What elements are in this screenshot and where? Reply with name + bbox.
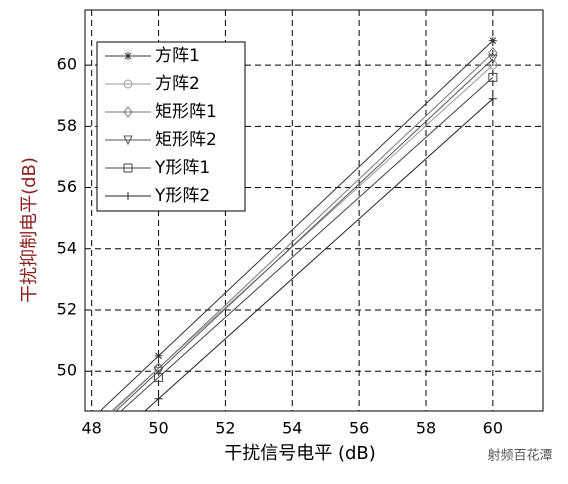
legend-label: 方阵1: [155, 46, 200, 66]
marker: [488, 36, 497, 45]
x-tick-label: 50: [148, 419, 168, 438]
x-axis-label: 干扰信号电平 (dB): [224, 443, 376, 464]
y-tick-label: 52: [57, 299, 77, 318]
y-tick-label: 58: [57, 116, 77, 135]
marker: [154, 351, 163, 360]
marker: [88, 455, 96, 463]
legend-label: 矩形阵2: [155, 130, 217, 150]
series-line: [120, 76, 494, 411]
marker: [124, 52, 132, 60]
legend-box: [96, 41, 246, 212]
legend-label: 方阵2: [155, 74, 200, 94]
marker: [123, 106, 133, 118]
marker: [488, 60, 498, 70]
x-tick-label: 58: [416, 419, 436, 438]
marker: [488, 47, 498, 59]
marker: [123, 163, 133, 173]
marker: [123, 135, 133, 146]
legend-label: 矩形阵1: [155, 102, 217, 122]
x-tick-label: 54: [282, 419, 302, 438]
y-axis-label: 干扰抑制电平(dB): [19, 157, 40, 303]
series-line: [115, 58, 494, 411]
x-tick-label: 48: [82, 419, 102, 438]
series-line: [112, 52, 494, 411]
marker: [154, 394, 163, 403]
y-tick-label: 56: [57, 177, 77, 196]
marker: [488, 54, 498, 65]
x-tick-label: 60: [483, 419, 503, 438]
marker: [154, 372, 164, 382]
legend-label: Y形阵2: [154, 186, 210, 206]
marker: [488, 94, 497, 103]
watermark: 射频百花潭: [487, 448, 552, 464]
y-tick-label: 54: [57, 238, 77, 257]
legend-label: Y形阵1: [154, 158, 210, 178]
marker: [153, 366, 164, 377]
marker: [124, 192, 132, 200]
x-tick-label: 56: [349, 419, 369, 438]
y-tick-label: 50: [57, 361, 77, 380]
marker: [488, 72, 498, 82]
x-tick-label: 52: [215, 419, 235, 438]
y-tick-label: 60: [57, 55, 77, 74]
marker: [123, 79, 133, 89]
